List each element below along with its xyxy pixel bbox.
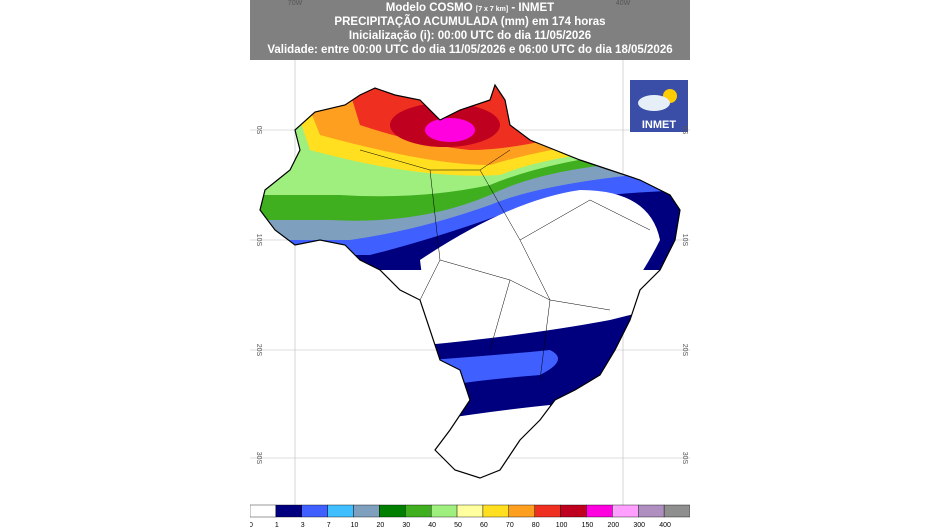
logo: INMET xyxy=(630,80,688,132)
header-band xyxy=(250,0,690,60)
legend-swatch xyxy=(663,504,690,518)
legend-label: 40 xyxy=(428,522,436,529)
legend-label: 150 xyxy=(582,522,594,529)
legend-label: 10 xyxy=(351,522,359,529)
legend-swatch xyxy=(534,504,561,518)
lat-label: 30S xyxy=(681,452,688,465)
legend-label: 30 xyxy=(402,522,410,529)
legend-swatch xyxy=(560,504,587,518)
title-line1: Modelo COSMO [7 x 7 km] - INMET xyxy=(386,2,554,14)
legend-label: 1 xyxy=(275,522,279,529)
lon-label: 70W xyxy=(288,0,303,7)
legend-label: 80 xyxy=(532,522,540,529)
legend-swatch xyxy=(612,504,639,518)
legend-label: 70 xyxy=(506,522,514,529)
legend-label: 7 xyxy=(327,522,331,529)
legend-swatch xyxy=(482,504,510,518)
legend-label: 3 xyxy=(301,522,305,529)
legend-label: 100 xyxy=(556,522,568,529)
precip-field xyxy=(260,85,680,478)
map-panel: Modelo COSMO [7 x 7 km] - INMET PRECIPIT… xyxy=(250,0,690,529)
lat-label: 30S xyxy=(255,452,262,465)
legend-swatch xyxy=(250,504,277,518)
state-borders xyxy=(359,149,651,381)
legend-label: 400 xyxy=(659,522,671,529)
legend-swatch xyxy=(275,504,302,518)
lat-label: 0S xyxy=(255,126,262,135)
legend-swatch xyxy=(638,504,665,518)
legend-label: 50 xyxy=(454,522,462,529)
legend-label: 300 xyxy=(633,522,645,529)
title-line2: PRECIPITAÇÃO ACUMULADA (mm) em 174 horas xyxy=(334,15,605,28)
legend-label: 60 xyxy=(480,522,488,529)
lat-label: 20S xyxy=(255,344,262,357)
legend-swatch xyxy=(301,504,328,518)
lat-label: 10S xyxy=(255,234,262,247)
title-line4: Validade: entre 00:00 UTC do dia 11/05/2… xyxy=(267,44,672,56)
legend-swatch xyxy=(456,504,484,518)
legend-swatch xyxy=(508,504,535,518)
legend-label: 200 xyxy=(608,522,620,529)
legend-swatch xyxy=(430,504,458,518)
legend-label: 20 xyxy=(377,522,385,529)
lon-label: 40W xyxy=(616,0,631,7)
lat-label: 20S xyxy=(681,344,688,357)
legend-swatch xyxy=(327,504,354,518)
legend-swatch xyxy=(405,504,432,518)
legend-swatch xyxy=(586,504,613,518)
legend-swatch xyxy=(379,504,406,518)
legend-swatch xyxy=(353,504,380,518)
title-line3: Inicialização (i): 00:00 UTC do dia 11/0… xyxy=(349,30,591,42)
lat-label: 0S xyxy=(681,126,688,135)
legend-label: 0 xyxy=(250,522,253,529)
lat-label: 10S xyxy=(681,234,688,247)
logo-text: INMET xyxy=(642,119,677,131)
